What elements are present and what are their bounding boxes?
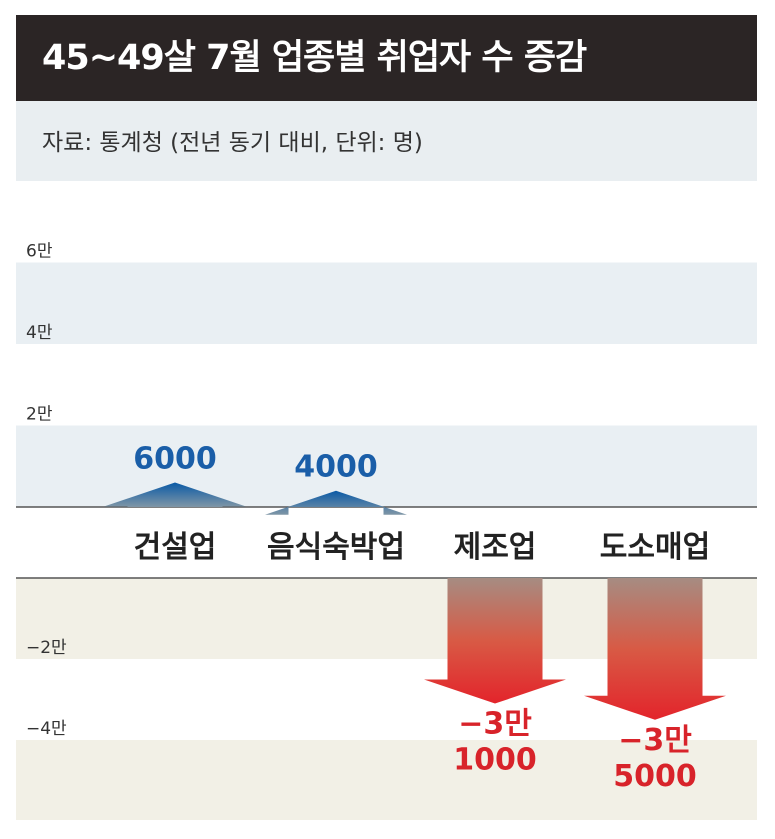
y-tick-label: 2만: [26, 405, 53, 425]
value-label: 4000: [294, 450, 378, 485]
value-label: 5000: [613, 759, 697, 794]
value-label: 6000: [133, 442, 217, 477]
value-label: −3만: [458, 707, 532, 742]
bar-arrow-down: [584, 578, 726, 720]
bar-arrow-down: [424, 578, 566, 704]
y-tick-label: −4만: [26, 719, 67, 739]
grid-band: [16, 262, 757, 344]
chart-title: 45~49살 7월 업종별 취업자 수 증감: [42, 38, 587, 78]
grid-band: [16, 740, 757, 820]
category-label: 건설업: [134, 530, 217, 565]
y-tick-label: −2만: [26, 638, 67, 658]
bar-arrow-up: [265, 490, 407, 515]
value-label: 1000: [453, 743, 537, 778]
category-label: 도소매업: [600, 530, 710, 565]
source-bar: 자료: 통계청 (전년 동기 대비, 단위: 명): [16, 101, 757, 181]
title-bar: 45~49살 7월 업종별 취업자 수 증감: [16, 15, 757, 101]
value-label: −3만: [618, 723, 692, 758]
source-note: 자료: 통계청 (전년 동기 대비, 단위: 명): [42, 130, 423, 156]
bar-arrow-up: [104, 482, 246, 507]
category-label: 제조업: [454, 530, 537, 565]
grid-band: [16, 425, 757, 507]
y-tick-label: 6만: [26, 242, 53, 262]
y-tick-label: 4만: [26, 323, 53, 343]
category-label: 음식숙박업: [267, 530, 405, 565]
